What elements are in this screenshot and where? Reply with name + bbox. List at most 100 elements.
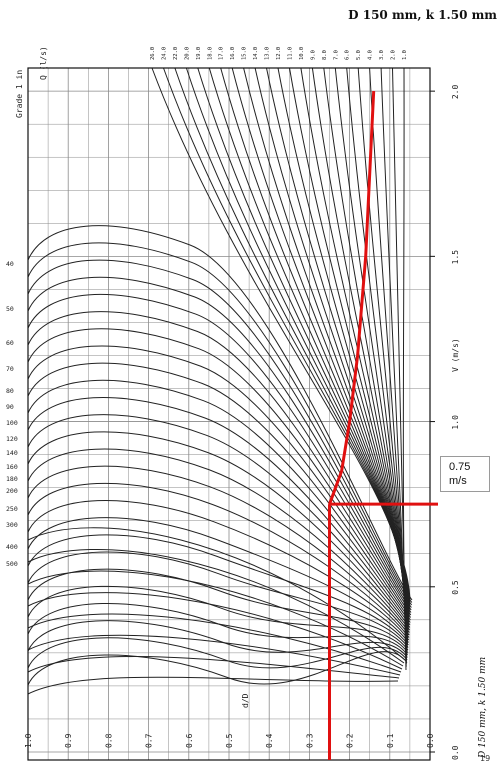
v-tick-label: 1.5 <box>451 250 460 265</box>
q-tick-label: 18.0 <box>207 47 213 60</box>
grade-tick-label: 80 <box>6 387 14 395</box>
grade-curve <box>27 259 413 606</box>
dD-tick-label: 0.1 <box>386 733 395 748</box>
curves-layer <box>27 67 413 695</box>
dD-tick-label: 1.0 <box>24 733 33 748</box>
dD-tick-label: 0.2 <box>346 733 355 748</box>
q-tick-label: 17.0 <box>219 47 225 60</box>
dD-tick-label: 0.3 <box>305 733 314 748</box>
grade-curve-low <box>27 656 400 679</box>
grade-curve <box>27 431 410 631</box>
highlight-curve <box>328 91 376 505</box>
grade-axis-label: Grade 1 in <box>15 70 24 118</box>
grade-curve-low <box>27 613 402 673</box>
q-axis-label: Q (l/s) <box>39 46 48 80</box>
grade-curve <box>27 311 412 613</box>
side-caption-text: D 150 mm, k 1.50 mm <box>478 656 488 758</box>
q-tick-label: 6.0 <box>345 50 351 60</box>
q-tick-label: 3.0 <box>379 50 385 60</box>
grade-curve <box>27 517 409 643</box>
grade-curve <box>27 534 409 646</box>
v-tick-label: 0.0 <box>451 745 460 760</box>
q-tick-label: 4.0 <box>368 50 374 60</box>
grade-curve <box>27 482 410 638</box>
q-tick-label: 22.0 <box>173 47 179 60</box>
page-title: D 150 mm, k 1.50 mm <box>348 8 497 22</box>
grade-curve <box>27 294 412 611</box>
highlight-layer <box>328 91 438 760</box>
side-caption: D 150 mm, k 1.50 mm <box>478 640 494 760</box>
grade-curve <box>27 448 410 633</box>
grade-tick-label: 120 <box>6 435 18 443</box>
dD-tick-label: 0.6 <box>185 733 194 748</box>
grade-curve-low <box>27 676 399 695</box>
q-tick-label: 11.0 <box>287 47 293 60</box>
grade-tick-label: 200 <box>6 487 18 495</box>
grade-curve <box>27 242 413 603</box>
grade-curve-low <box>27 527 406 661</box>
grade-curve <box>27 500 410 641</box>
grade-curve-low <box>27 570 404 667</box>
grade-tick-label: 140 <box>6 449 18 457</box>
dD-tick-label: 0.5 <box>225 733 234 748</box>
grade-tick-label: 180 <box>6 475 18 483</box>
q-tick-label: 19.0 <box>196 47 202 60</box>
v-axis-label: V (m/s) <box>451 338 460 372</box>
grade-tick-label: 300 <box>6 521 18 529</box>
grade-curve-low <box>27 592 403 670</box>
grade-curve-low <box>27 548 405 664</box>
labels-layer: 26.0 24.0 22.0 20.0 19.0 18.0 17.0 16.0 15.0 14.0… <box>6 46 460 760</box>
dD-axis-label: d/D <box>241 693 250 708</box>
q-curve <box>254 67 409 629</box>
v-tick-label: 0.5 <box>451 580 460 595</box>
frame-layer <box>27 67 431 761</box>
v-tick-label: 1.0 <box>451 415 460 430</box>
grade-curve-low <box>27 634 401 676</box>
v-tick-label: 2.0 <box>451 85 460 100</box>
q-tick-label: 20.0 <box>184 47 190 60</box>
grade-curve <box>27 362 411 621</box>
side-page-number: 19 <box>480 754 491 763</box>
grade-curve <box>27 276 412 608</box>
q-tick-label: 1.0 <box>402 50 408 60</box>
grade-curve <box>27 603 408 656</box>
grade-curve <box>27 551 409 648</box>
grade-tick-label: 50 <box>6 305 14 313</box>
dD-tick-label: 0.9 <box>64 733 73 748</box>
dD-tick-label: 0.0 <box>426 733 435 748</box>
callout-value: 0.75 <box>449 461 471 473</box>
q-tick-label: 24.0 <box>161 47 167 60</box>
grade-curve <box>27 568 409 651</box>
grade-curve <box>27 397 411 626</box>
dD-tick-label: 0.7 <box>145 733 154 748</box>
q-tick-label: 2.0 <box>391 50 397 60</box>
grade-curve <box>27 328 412 616</box>
grade-curve <box>27 225 413 601</box>
grade-tick-label: 500 <box>6 560 18 568</box>
q-tick-label: 10.0 <box>299 47 305 60</box>
grade-curve <box>27 465 410 636</box>
grade-curve <box>27 651 408 686</box>
q-curve <box>163 67 411 604</box>
grade-curve <box>27 414 411 628</box>
q-curve <box>243 67 409 626</box>
q-tick-label: 26.0 <box>150 47 156 60</box>
q-tick-label: 9.0 <box>310 50 316 60</box>
callout-velocity: 0.75 m/s <box>440 456 490 492</box>
grade-curve <box>27 379 411 623</box>
grade-curve <box>27 345 412 618</box>
q-tick-label: 5.0 <box>356 50 362 60</box>
dD-tick-label: 0.8 <box>104 733 113 748</box>
grade-tick-label: 60 <box>6 339 14 347</box>
q-tick-label: 16.0 <box>230 47 236 60</box>
q-tick-label: 13.0 <box>265 47 271 60</box>
grade-tick-label: 70 <box>6 365 14 373</box>
q-tick-label: 7.0 <box>333 50 339 60</box>
q-tick-label: 8.0 <box>322 50 328 60</box>
callout-unit: m/s <box>449 475 467 487</box>
grade-tick-label: 90 <box>6 403 14 411</box>
q-tick-label: 15.0 <box>242 47 248 60</box>
grade-tick-label: 400 <box>6 543 18 551</box>
q-tick-label: 12.0 <box>276 47 282 60</box>
